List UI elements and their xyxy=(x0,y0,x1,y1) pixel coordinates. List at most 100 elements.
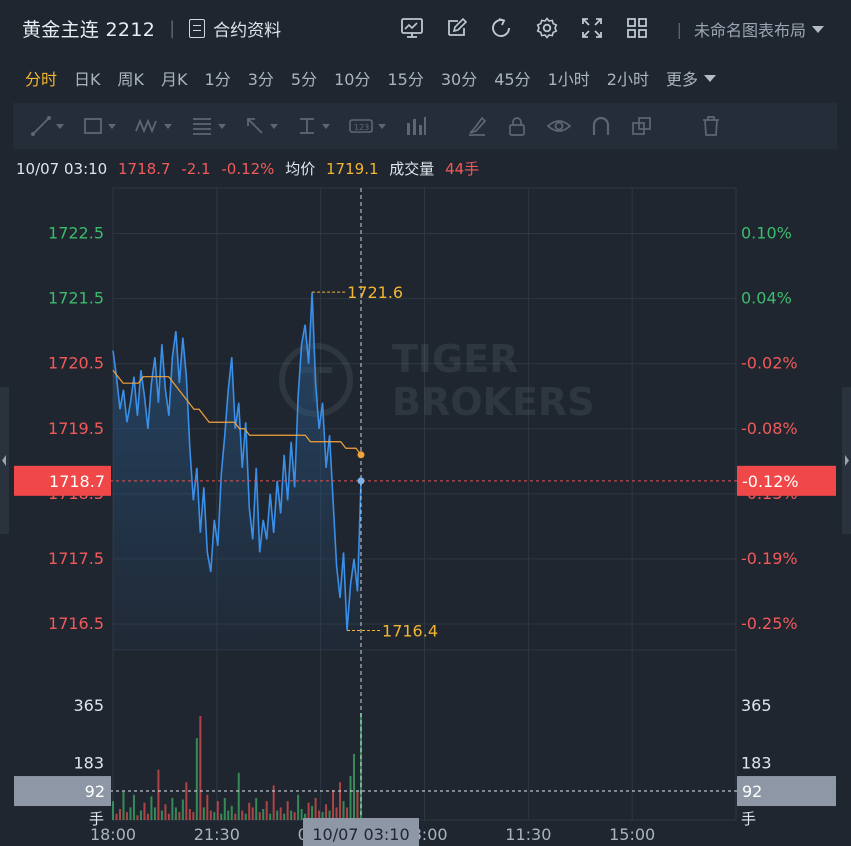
y-tick-label-right: 0.04% xyxy=(741,289,792,308)
more-label: 更多 xyxy=(665,70,698,89)
tab-timeframe[interactable]: 15分 xyxy=(387,70,424,89)
volume-bar xyxy=(262,808,265,820)
header-icons xyxy=(396,14,652,42)
tab-timeframe[interactable]: 月K xyxy=(161,70,188,89)
layout-name: 未命名图表布局 xyxy=(693,21,806,40)
settings-icon[interactable] xyxy=(531,14,562,42)
crosshair-time-badge xyxy=(303,818,419,846)
quote-info-line: 10/07 03:10 1718.7 -2.1 -0.12% 均价 1719.1… xyxy=(16,158,485,179)
volume-bar xyxy=(213,812,216,820)
volume-bar xyxy=(360,712,362,820)
crosshair-time-label: 10/07 03:10 xyxy=(312,825,409,844)
volume-bar xyxy=(346,807,349,820)
rectangle-icon[interactable] xyxy=(82,114,116,138)
tab-timeframe[interactable]: 周K xyxy=(117,70,145,89)
tab-timeframe[interactable]: 45分 xyxy=(494,70,531,89)
bar-pattern-icon[interactable] xyxy=(404,114,428,138)
tab-timeframe[interactable]: 日K xyxy=(74,70,101,89)
trash-icon[interactable] xyxy=(700,114,722,138)
tab-timeframe[interactable]: 30分 xyxy=(440,70,478,89)
volume-bar xyxy=(223,797,226,820)
price-lines xyxy=(112,292,362,631)
contract-info-label: 合约资料 xyxy=(213,20,282,41)
volume-bar xyxy=(115,813,118,820)
volume-bar xyxy=(353,753,356,820)
tab-timeframe[interactable]: 1小时 xyxy=(547,70,590,89)
tab-timeframe[interactable]: 2小时 xyxy=(606,70,649,89)
volume-tick-left: 183 xyxy=(73,753,104,772)
chart-monitor-icon[interactable] xyxy=(396,14,427,42)
volume-bar xyxy=(199,716,202,820)
volume-bar xyxy=(181,799,184,820)
refresh-icon[interactable] xyxy=(486,14,517,42)
price-line xyxy=(112,292,362,631)
collapse-left-handle[interactable] xyxy=(0,387,9,534)
trend-line-icon[interactable] xyxy=(30,114,64,138)
volume-bar xyxy=(269,813,272,820)
volume-bar xyxy=(293,812,296,820)
x-tick-label: 18:00 xyxy=(90,825,136,844)
volume-bar xyxy=(251,807,254,820)
arrow-icon[interactable] xyxy=(244,114,278,138)
lock-icon[interactable] xyxy=(506,114,528,138)
tab-timeframe[interactable]: 1分 xyxy=(204,70,231,89)
volume-bar xyxy=(342,801,345,820)
brush-icon[interactable] xyxy=(466,114,488,138)
price-area-fill xyxy=(113,292,361,650)
volume-bar xyxy=(307,802,310,820)
tiger-brokers-watermark: TIGER BROKERS xyxy=(279,337,595,424)
fullscreen-icon[interactable] xyxy=(576,14,607,42)
volume-bar xyxy=(276,810,279,820)
grid-layout-icon[interactable] xyxy=(621,14,652,42)
fib-icon[interactable] xyxy=(190,114,226,138)
current-volume-label-right: 92 xyxy=(742,782,762,801)
contract-info-button[interactable]: 合约资料 xyxy=(189,16,281,41)
current-volume-label: 92 xyxy=(85,782,105,801)
current-volume-badge-right xyxy=(737,776,836,807)
more-timeframes-button[interactable]: 更多 xyxy=(666,66,716,90)
quote-change: -2.1 xyxy=(181,160,211,178)
quote-price: 1718.7 xyxy=(118,160,171,178)
volume-bar xyxy=(188,808,191,820)
collapse-right-handle[interactable] xyxy=(842,387,851,534)
volume-bar xyxy=(146,813,149,820)
volume-bar xyxy=(304,813,307,820)
volume-bar xyxy=(167,813,170,820)
tab-timeframe[interactable]: 3分 xyxy=(247,70,274,89)
volume-bar xyxy=(279,807,282,820)
pattern-icon[interactable] xyxy=(134,114,172,138)
volume-bar xyxy=(136,815,139,820)
avg-price-label: 均价 xyxy=(285,160,316,178)
volume-bar xyxy=(332,790,335,820)
volume-bar xyxy=(311,805,314,820)
edit-icon[interactable] xyxy=(441,14,472,42)
eye-icon[interactable] xyxy=(546,114,572,138)
y-tick-label-left: 1720.5 xyxy=(48,354,104,373)
y-tick-label-right: -0.08% xyxy=(741,419,798,438)
clone-icon[interactable] xyxy=(630,114,654,138)
volume-bars xyxy=(112,712,362,820)
volume-bar xyxy=(297,794,300,820)
volume-bar xyxy=(209,810,212,820)
volume-bar xyxy=(112,801,114,820)
volume-bar xyxy=(328,810,331,820)
drawing-toolbar: 123 xyxy=(13,103,837,149)
symbol-title[interactable]: 黄金主连 2212 xyxy=(22,18,156,41)
volume-bar xyxy=(178,812,181,820)
volume-bar xyxy=(314,797,317,820)
volume-bar xyxy=(272,785,275,820)
layout-selector[interactable]: | 未命名图表布局 xyxy=(677,17,824,41)
volume-bar xyxy=(192,812,195,820)
volume-bar xyxy=(325,804,328,820)
tab-timeframe[interactable]: 5分 xyxy=(290,70,318,89)
volume-bar xyxy=(244,813,247,820)
price-label-icon[interactable]: 123 xyxy=(348,114,386,138)
magnet-icon[interactable] xyxy=(590,114,612,138)
tab-timeframe[interactable]: 分时 xyxy=(25,70,58,89)
watermark-line-1: TIGER xyxy=(392,337,518,381)
measure-icon[interactable] xyxy=(296,114,330,138)
volume-value: 44手 xyxy=(445,160,480,178)
intraday-chart[interactable]: TIGER BROKERS 1722.5 0.10% 1721.5 0.04% 1720… xyxy=(0,180,851,846)
tab-timeframe[interactable]: 10分 xyxy=(334,70,371,89)
document-icon xyxy=(189,18,206,38)
